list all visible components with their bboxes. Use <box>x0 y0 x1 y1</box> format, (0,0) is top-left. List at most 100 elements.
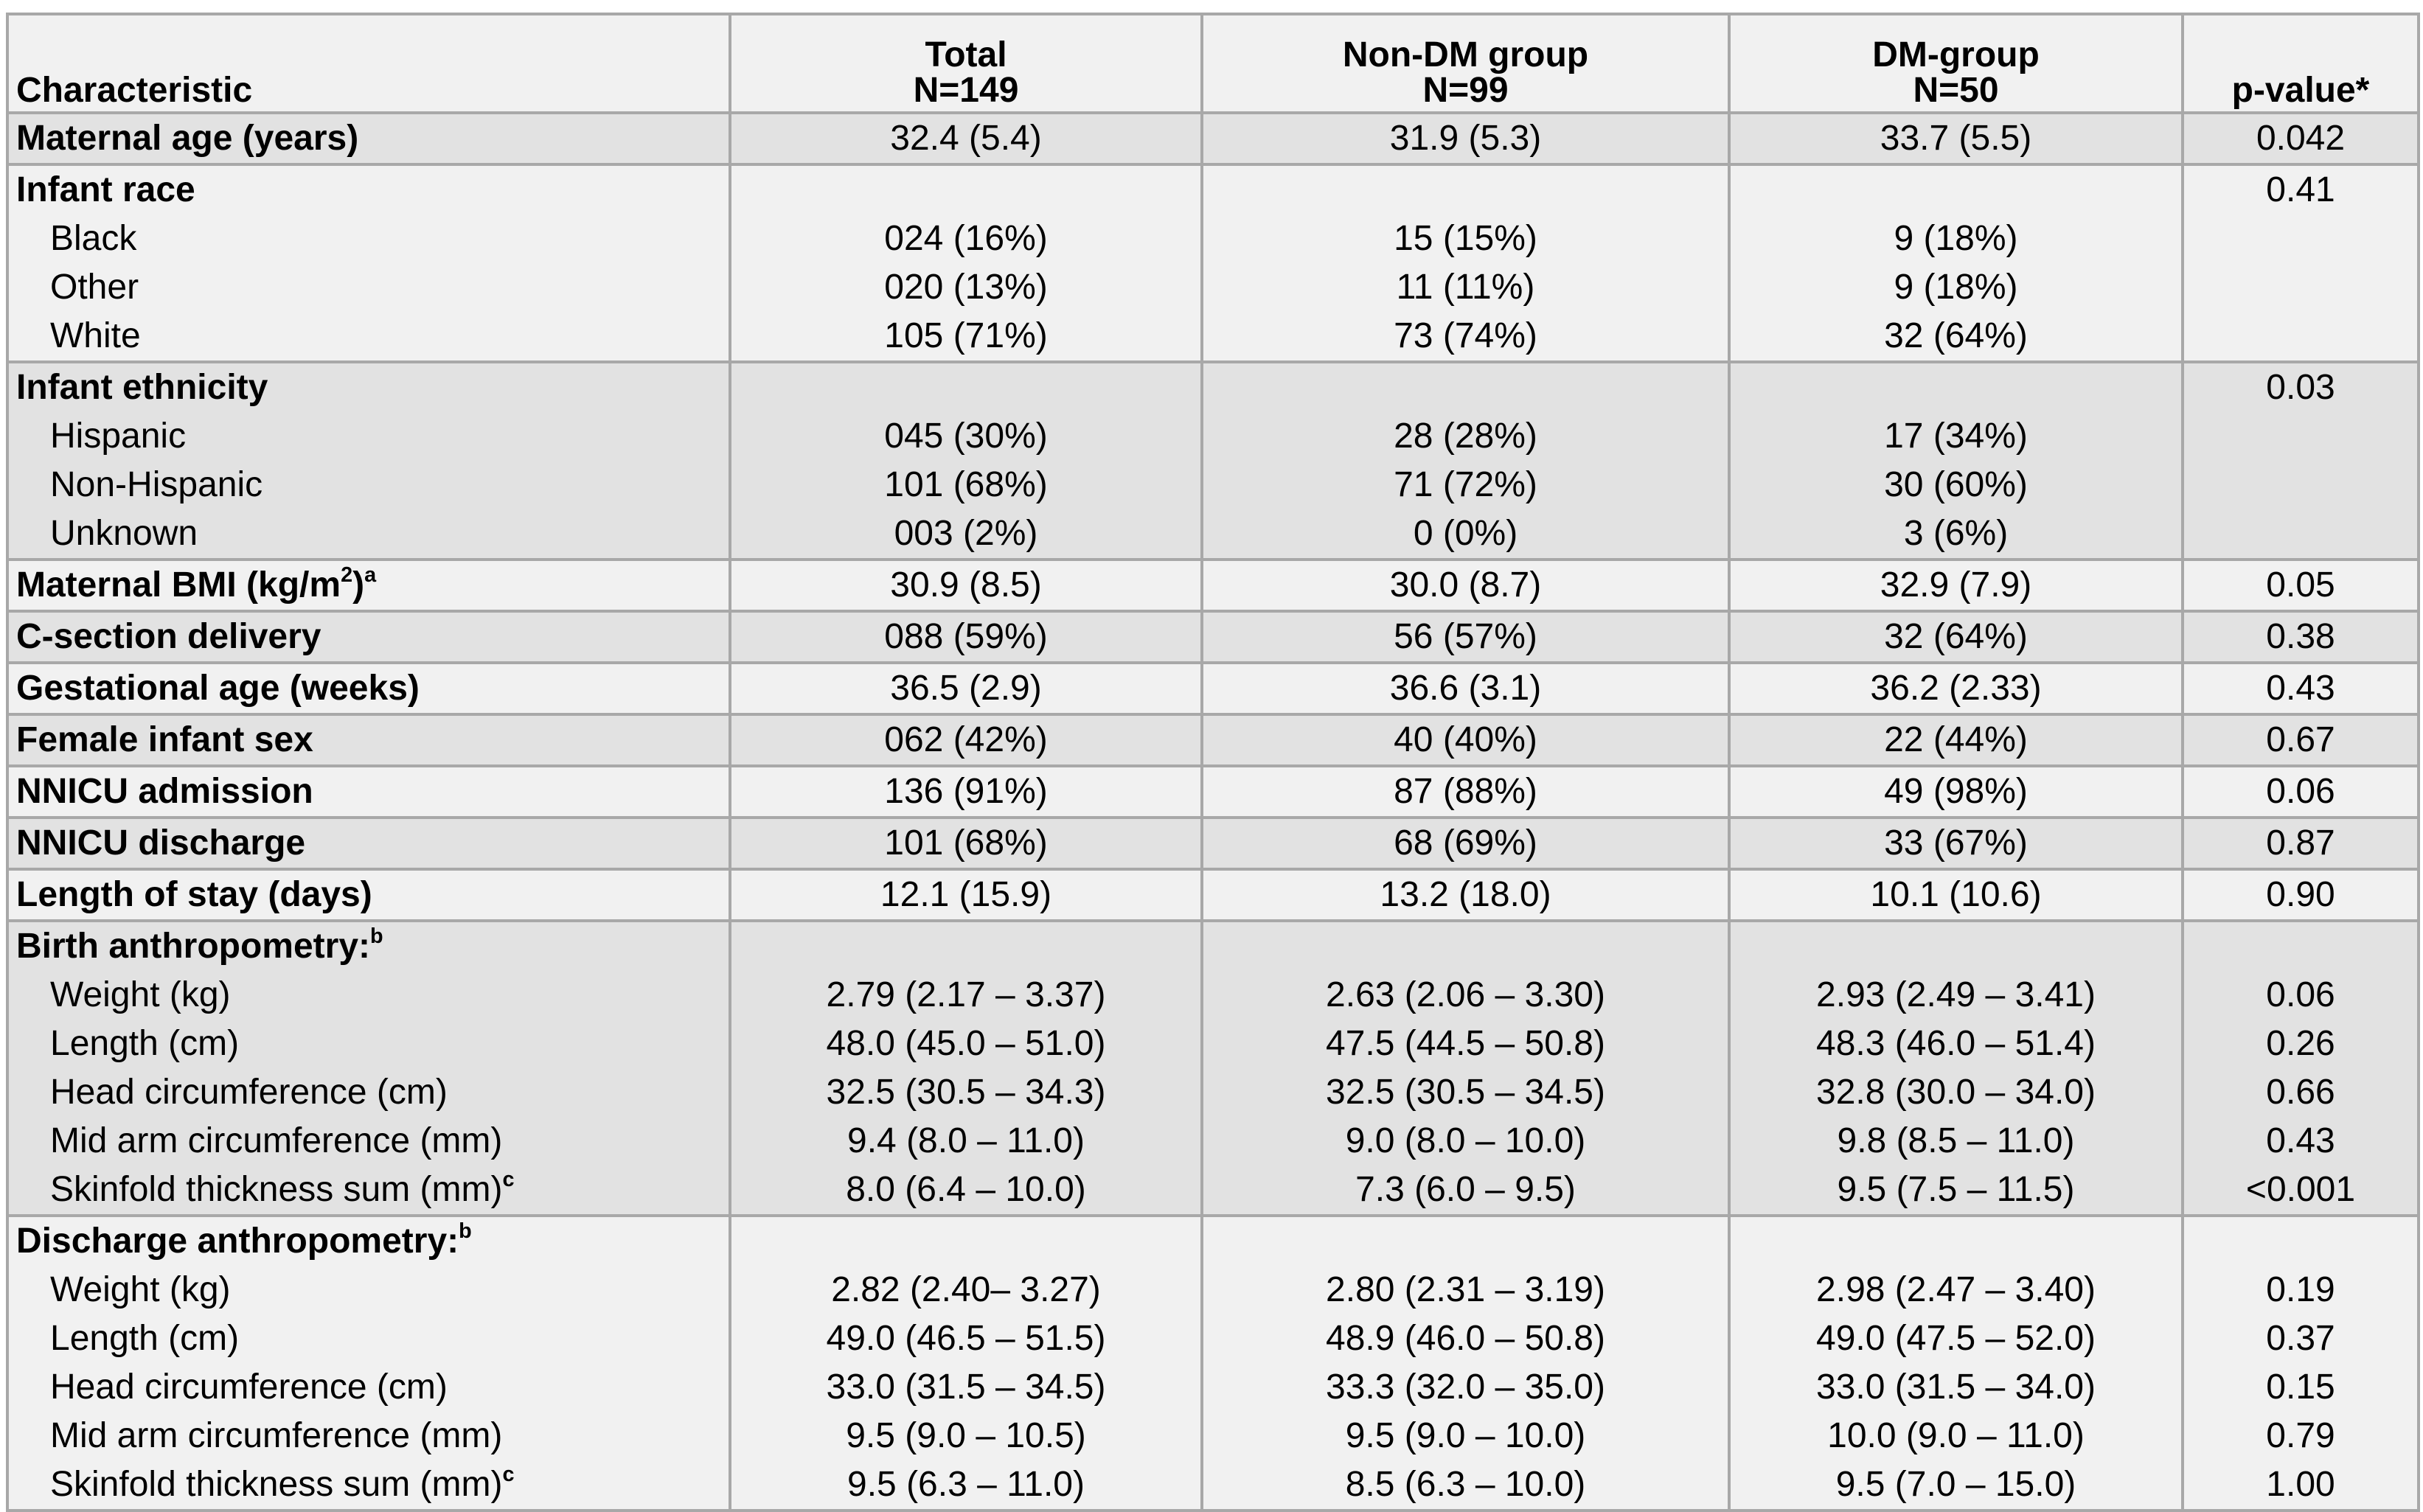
table-row: Hispanic 045 (30%) 28 (28%) 17 (34%) <box>6 412 2420 461</box>
cell-dm: 33.7 (5.5) <box>1728 111 2184 164</box>
cell-dm: 32 (64%) <box>1728 312 2184 362</box>
table-row: White 105 (71%) 73 (74%) 32 (64%) <box>6 312 2420 362</box>
cell-total: 024 (16%) <box>729 215 1203 263</box>
table-row: Infant ethnicity 0.03 <box>6 360 2420 412</box>
cell-dm: 3 (6%) <box>1728 509 2184 560</box>
row-label-text: Discharge anthropometry: <box>16 1222 459 1261</box>
table-row: Maternal age (years) 32.4 (5.4) 31.9 (5.3)… <box>6 111 2420 164</box>
cell-non-dm: 87 (88%) <box>1200 764 1731 818</box>
cell-dm <box>1728 919 2184 971</box>
table-row: Head circumference (cm) 32.5 (30.5 – 34.3… <box>6 1068 2420 1117</box>
row-label-text: C-section delivery <box>16 617 321 656</box>
row-label-text: Gestational age (weeks) <box>16 669 420 708</box>
cell-total: 9.5 (6.3 – 11.0) <box>729 1460 1203 1512</box>
table-row: Maternal BMI (kg/m2)a 30.9 (8.5) 30.0 (8.7… <box>6 558 2420 611</box>
cell-total: 9.4 (8.0 – 11.0) <box>729 1117 1203 1166</box>
row-label: NNICU admission <box>6 764 731 818</box>
cell-total: 105 (71%) <box>729 312 1203 362</box>
cell-p-value: 0.90 <box>2181 868 2420 921</box>
row-label-text: Skinfold thickness sum (mm) <box>50 1465 503 1504</box>
table-row: Length of stay (days) 12.1 (15.9) 13.2 (18… <box>6 868 2420 921</box>
cell-non-dm <box>1200 919 1731 971</box>
cell-non-dm: 40 (40%) <box>1200 713 1731 766</box>
row-label: Gestational age (weeks) <box>6 661 731 714</box>
characteristics-table: Characteristic Total N=149 Non-DM group N=… <box>6 13 2420 1512</box>
cell-p-value: 0.15 <box>2181 1363 2420 1412</box>
footnote-marker: a <box>364 562 377 587</box>
table-row: Black 024 (16%) 15 (15%) 9 (18%) <box>6 215 2420 263</box>
cell-non-dm: 32.5 (30.5 – 34.5) <box>1200 1068 1731 1117</box>
row-label-text: Maternal BMI (kg/m <box>16 565 341 605</box>
cell-non-dm: 8.5 (6.3 – 10.0) <box>1200 1460 1731 1512</box>
cell-total <box>729 919 1203 971</box>
cell-dm: 33 (67%) <box>1728 816 2184 869</box>
cell-dm: 10.0 (9.0 – 11.0) <box>1728 1412 2184 1460</box>
cell-non-dm: 9.0 (8.0 – 10.0) <box>1200 1117 1731 1166</box>
cell-non-dm: 9.5 (9.0 – 10.0) <box>1200 1412 1731 1460</box>
cell-p-value: 0.43 <box>2181 661 2420 714</box>
cell-total: 101 (68%) <box>729 461 1203 509</box>
row-label-text: NNICU admission <box>16 772 313 811</box>
row-label: Mid arm circumference (mm) <box>6 1412 731 1460</box>
cell-non-dm: 0 (0%) <box>1200 509 1731 560</box>
row-label-text: Length (cm) <box>50 1024 240 1063</box>
cell-p-value: 0.43 <box>2181 1117 2420 1166</box>
table-row: Other 020 (13%) 11 (11%) 9 (18%) <box>6 263 2420 312</box>
cell-total: 101 (68%) <box>729 816 1203 869</box>
cell-p-value <box>2181 263 2420 312</box>
row-label-text: Birth anthropometry: <box>16 927 370 966</box>
row-label-text: Hispanic <box>50 417 187 456</box>
row-label-text: Head circumference (cm) <box>50 1368 448 1407</box>
cell-dm <box>1728 360 2184 412</box>
cell-non-dm: 2.63 (2.06 – 3.30) <box>1200 971 1731 1020</box>
cell-p-value: 0.37 <box>2181 1314 2420 1363</box>
col-header-total: Total N=149 <box>729 13 1203 113</box>
cell-non-dm: 71 (72%) <box>1200 461 1731 509</box>
cell-total: 003 (2%) <box>729 509 1203 560</box>
cell-non-dm: 36.6 (3.1) <box>1200 661 1731 714</box>
row-label: Female infant sex <box>6 713 731 766</box>
cell-p-value: 0.87 <box>2181 816 2420 869</box>
cell-total <box>729 360 1203 412</box>
cell-dm: 49 (98%) <box>1728 764 2184 818</box>
cell-p-value: 0.66 <box>2181 1068 2420 1117</box>
cell-p-value: 0.042 <box>2181 111 2420 164</box>
col-header-non-dm: Non-DM group N=99 <box>1200 13 1731 113</box>
cell-p-value: 0.26 <box>2181 1020 2420 1068</box>
cell-p-value: 0.41 <box>2181 163 2420 215</box>
row-label: Skinfold thickness sum (mm)c <box>6 1166 731 1216</box>
row-label-text: NNICU discharge <box>16 823 306 863</box>
cell-total <box>729 1214 1203 1266</box>
footnote-marker: c <box>502 1167 515 1191</box>
table-row: Skinfold thickness sum (mm)c 9.5 (6.3 – 1… <box>6 1460 2420 1512</box>
table-row: Head circumference (cm) 33.0 (31.5 – 34.5… <box>6 1363 2420 1412</box>
cell-p-value <box>2181 412 2420 461</box>
cell-p-value <box>2181 1214 2420 1266</box>
row-label-text: Infant ethnicity <box>16 368 268 407</box>
cell-p-value: 0.05 <box>2181 558 2420 611</box>
cell-non-dm: 28 (28%) <box>1200 412 1731 461</box>
cell-non-dm: 68 (69%) <box>1200 816 1731 869</box>
row-label-text: Infant race <box>16 170 195 209</box>
cell-non-dm: 15 (15%) <box>1200 215 1731 263</box>
cell-non-dm: 31.9 (5.3) <box>1200 111 1731 164</box>
cell-p-value <box>2181 919 2420 971</box>
cell-total: 33.0 (31.5 – 34.5) <box>729 1363 1203 1412</box>
cell-dm: 9.8 (8.5 – 11.0) <box>1728 1117 2184 1166</box>
cell-dm: 32.9 (7.9) <box>1728 558 2184 611</box>
table-row: Birth anthropometry:b <box>6 919 2420 971</box>
row-label-text: Mid arm circumference (mm) <box>50 1121 503 1160</box>
row-label-text: Weight (kg) <box>50 1270 231 1309</box>
table-row: NNICU admission 136 (91%) 87 (88%) 49 (98%)… <box>6 764 2420 818</box>
row-label-tail: ) <box>352 565 365 605</box>
cell-total: 36.5 (2.9) <box>729 661 1203 714</box>
row-label: Weight (kg) <box>6 971 731 1020</box>
cell-dm: 32 (64%) <box>1728 610 2184 663</box>
row-label: Weight (kg) <box>6 1266 731 1314</box>
cell-p-value <box>2181 312 2420 362</box>
col-header-p-value: p-value* <box>2181 13 2420 113</box>
cell-total: 32.4 (5.4) <box>729 111 1203 164</box>
table-row: Non-Hispanic 101 (68%) 71 (72%) 30 (60%) <box>6 461 2420 509</box>
row-label-text: Unknown <box>50 514 198 553</box>
row-label-text: White <box>50 316 141 355</box>
